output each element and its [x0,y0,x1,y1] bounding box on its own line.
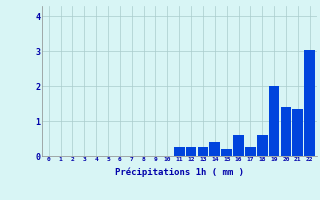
Bar [292,109,303,156]
Bar [197,147,208,156]
Bar [221,149,232,156]
Bar [245,147,256,156]
Bar [257,135,268,156]
Bar [269,86,279,156]
X-axis label: Précipitations 1h ( mm ): Précipitations 1h ( mm ) [115,168,244,177]
Bar [186,147,196,156]
Bar [304,50,315,156]
Bar [281,107,291,156]
Bar [174,147,185,156]
Bar [233,135,244,156]
Bar [210,142,220,156]
